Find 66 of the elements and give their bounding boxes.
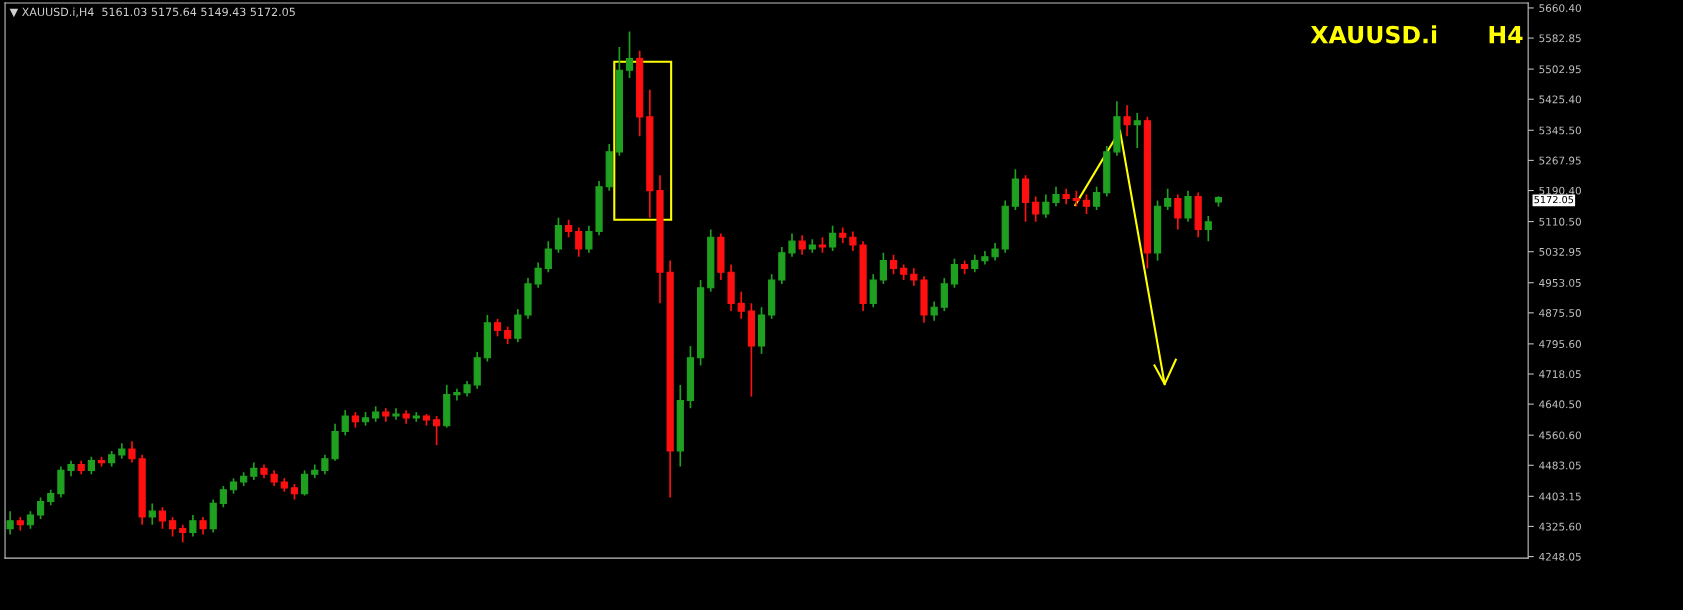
candlestick <box>554 217 563 254</box>
candlestick <box>300 469 309 497</box>
y-tick-label: 5582.85 <box>1539 34 1581 43</box>
candlestick <box>585 224 593 254</box>
candlestick <box>737 290 745 320</box>
y-tick-label: 4795.60 <box>1539 340 1581 348</box>
candlestick <box>1093 185 1101 211</box>
y-tick-label: 5345.50 <box>1539 126 1581 135</box>
candlestick <box>432 415 441 446</box>
candlestick <box>879 251 887 285</box>
y-tick-label: 4875.50 <box>1539 309 1581 317</box>
candlestick <box>625 30 634 79</box>
candlestick <box>829 224 837 252</box>
y-tick-label: 5502.95 <box>1539 65 1581 74</box>
candlestick <box>798 234 806 256</box>
candlestick <box>1072 189 1080 208</box>
y-tick-label: 4640.50 <box>1539 400 1581 409</box>
candlestick <box>534 261 542 289</box>
candlestick <box>788 232 796 258</box>
y-tick-label: 4953.05 <box>1539 278 1581 287</box>
y-tick-label: 5660.40 <box>1539 4 1581 13</box>
candlestick <box>1021 174 1030 223</box>
y-tick-label: 5190.40 <box>1539 186 1581 195</box>
candlestick <box>930 300 938 322</box>
y-tick-label: 4403.15 <box>1539 492 1581 501</box>
candlestick <box>1052 185 1060 208</box>
candlestick <box>189 514 197 538</box>
candlestick <box>849 230 857 252</box>
text: 5172.05 <box>1534 195 1574 204</box>
y-tick-label: 5110.50 <box>1539 217 1581 226</box>
candlestick <box>57 465 65 499</box>
candlestick <box>1042 193 1050 219</box>
candlestick <box>341 409 349 437</box>
candlestick <box>869 273 877 309</box>
candlestick <box>1123 104 1131 138</box>
candlestick <box>148 502 156 526</box>
annotation: XAUUSD.i H4 <box>1310 25 1523 44</box>
y-tick-label: 4248.05 <box>1539 552 1581 561</box>
candlestick <box>1164 187 1172 211</box>
candlestick <box>544 240 552 274</box>
candlestick <box>1133 112 1141 149</box>
chart-title: ▼ XAUUSD.i,H4 5161.03 5175.64 5149.43 5172.05 <box>9 7 295 18</box>
y-tick-label: 4325.60 <box>1539 522 1581 531</box>
candlestick <box>168 516 177 538</box>
candlestick <box>158 506 167 530</box>
y-tick-label: 4483.05 <box>1539 461 1581 470</box>
candlestick <box>36 496 45 520</box>
candlestick <box>940 277 948 312</box>
candlestick <box>128 440 136 464</box>
y-tick-label: 4560.60 <box>1539 431 1581 440</box>
y-tick-label: 5267.95 <box>1539 156 1581 165</box>
candlestick <box>950 257 959 289</box>
candlestick <box>575 226 583 258</box>
candlestick <box>514 308 522 344</box>
y-tick-label: 5032.95 <box>1539 247 1581 256</box>
candlestick <box>1174 193 1182 231</box>
candlestick <box>889 253 898 276</box>
candlestick <box>1184 189 1192 223</box>
candlestick <box>1082 193 1091 215</box>
y-tick-label: 4718.05 <box>1539 370 1581 379</box>
candlestick <box>1204 215 1212 243</box>
candlestick <box>321 453 329 476</box>
y-tick-label: 5425.40 <box>1539 95 1581 104</box>
candlestick <box>6 510 14 536</box>
candlestick <box>1032 195 1040 223</box>
candlestick <box>219 485 227 509</box>
